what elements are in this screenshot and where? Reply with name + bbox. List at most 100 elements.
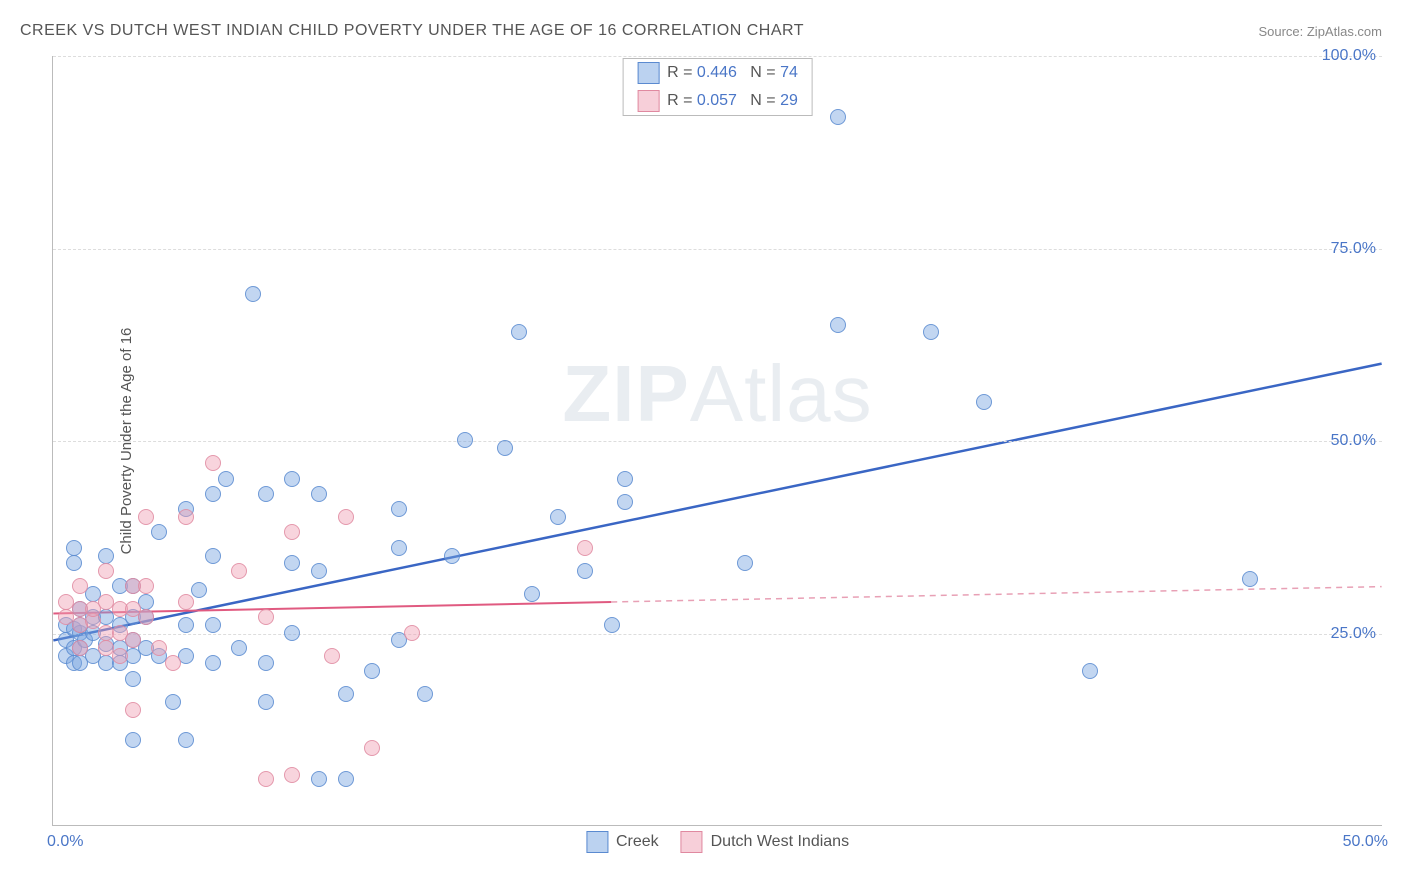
data-point [284, 524, 300, 540]
legend-label: Dutch West Indians [711, 833, 849, 851]
data-point [72, 578, 88, 594]
data-point [311, 563, 327, 579]
data-point [72, 640, 88, 656]
y-tick-label: 25.0% [1331, 625, 1376, 643]
data-point [178, 594, 194, 610]
x-tick-label: 50.0% [1343, 833, 1388, 851]
data-point [258, 609, 274, 625]
data-point [231, 640, 247, 656]
data-point [324, 648, 340, 664]
data-point [66, 540, 82, 556]
data-point [284, 555, 300, 571]
data-point [338, 509, 354, 525]
y-tick-label: 50.0% [1331, 432, 1376, 450]
data-point [364, 663, 380, 679]
data-point [737, 555, 753, 571]
scatter-plot: ZIPAtlas Child Poverty Under the Age of … [52, 56, 1382, 826]
data-point [125, 732, 141, 748]
source-attribution: Source: ZipAtlas.com [1258, 24, 1382, 39]
correlation-legend: R = 0.446 N = 74 R = 0.057 N = 29 [622, 58, 813, 116]
swatch-icon [637, 90, 659, 112]
legend-label: Creek [616, 833, 659, 851]
swatch-icon [681, 831, 703, 853]
data-point [112, 648, 128, 664]
data-point [258, 655, 274, 671]
data-point [138, 609, 154, 625]
gridline [53, 249, 1382, 250]
data-point [205, 617, 221, 633]
watermark: ZIPAtlas [562, 348, 872, 440]
data-point [258, 771, 274, 787]
data-point [338, 771, 354, 787]
data-point [151, 640, 167, 656]
data-point [258, 694, 274, 710]
data-point [205, 655, 221, 671]
data-point [138, 578, 154, 594]
gridline [53, 56, 1382, 57]
data-point [205, 548, 221, 564]
data-point [151, 524, 167, 540]
data-point [311, 486, 327, 502]
data-point [284, 767, 300, 783]
data-point [258, 486, 274, 502]
chart-title: CREEK VS DUTCH WEST INDIAN CHILD POVERTY… [20, 22, 804, 40]
legend-item-dutch: Dutch West Indians [681, 831, 849, 853]
data-point [138, 509, 154, 525]
data-point [976, 394, 992, 410]
data-point [617, 494, 633, 510]
data-point [205, 486, 221, 502]
data-point [577, 563, 593, 579]
data-point [245, 286, 261, 302]
data-point [311, 771, 327, 787]
data-point [511, 324, 527, 340]
gridline [53, 634, 1382, 635]
data-point [1242, 571, 1258, 587]
data-point [66, 555, 82, 571]
data-point [577, 540, 593, 556]
data-point [444, 548, 460, 564]
x-tick-label: 0.0% [47, 833, 83, 851]
data-point [125, 632, 141, 648]
data-point [178, 509, 194, 525]
gridline [53, 441, 1382, 442]
y-tick-label: 75.0% [1331, 240, 1376, 258]
data-point [391, 540, 407, 556]
data-point [497, 440, 513, 456]
data-point [165, 655, 181, 671]
data-point [125, 702, 141, 718]
data-point [125, 671, 141, 687]
data-point [524, 586, 540, 602]
legend-item-creek: Creek [586, 831, 659, 853]
data-point [178, 617, 194, 633]
data-point [404, 625, 420, 641]
data-point [98, 563, 114, 579]
data-point [830, 317, 846, 333]
swatch-icon [637, 62, 659, 84]
data-point [205, 455, 221, 471]
data-point [1082, 663, 1098, 679]
data-point [830, 109, 846, 125]
data-point [550, 509, 566, 525]
data-point [391, 501, 407, 517]
data-point [417, 686, 433, 702]
swatch-icon [586, 831, 608, 853]
legend-row-dutch: R = 0.057 N = 29 [623, 87, 812, 115]
data-point [923, 324, 939, 340]
y-tick-label: 100.0% [1322, 47, 1376, 65]
data-point [231, 563, 247, 579]
source-link[interactable]: ZipAtlas.com [1307, 24, 1382, 39]
data-point [284, 625, 300, 641]
legend-row-creek: R = 0.446 N = 74 [623, 59, 812, 87]
data-point [178, 732, 194, 748]
data-point [604, 617, 620, 633]
source-label: Source: [1258, 24, 1306, 39]
data-point [338, 686, 354, 702]
data-point [165, 694, 181, 710]
data-point [218, 471, 234, 487]
data-point [191, 582, 207, 598]
series-legend: Creek Dutch West Indians [586, 831, 849, 853]
data-point [98, 548, 114, 564]
data-point [284, 471, 300, 487]
data-point [617, 471, 633, 487]
data-point [364, 740, 380, 756]
